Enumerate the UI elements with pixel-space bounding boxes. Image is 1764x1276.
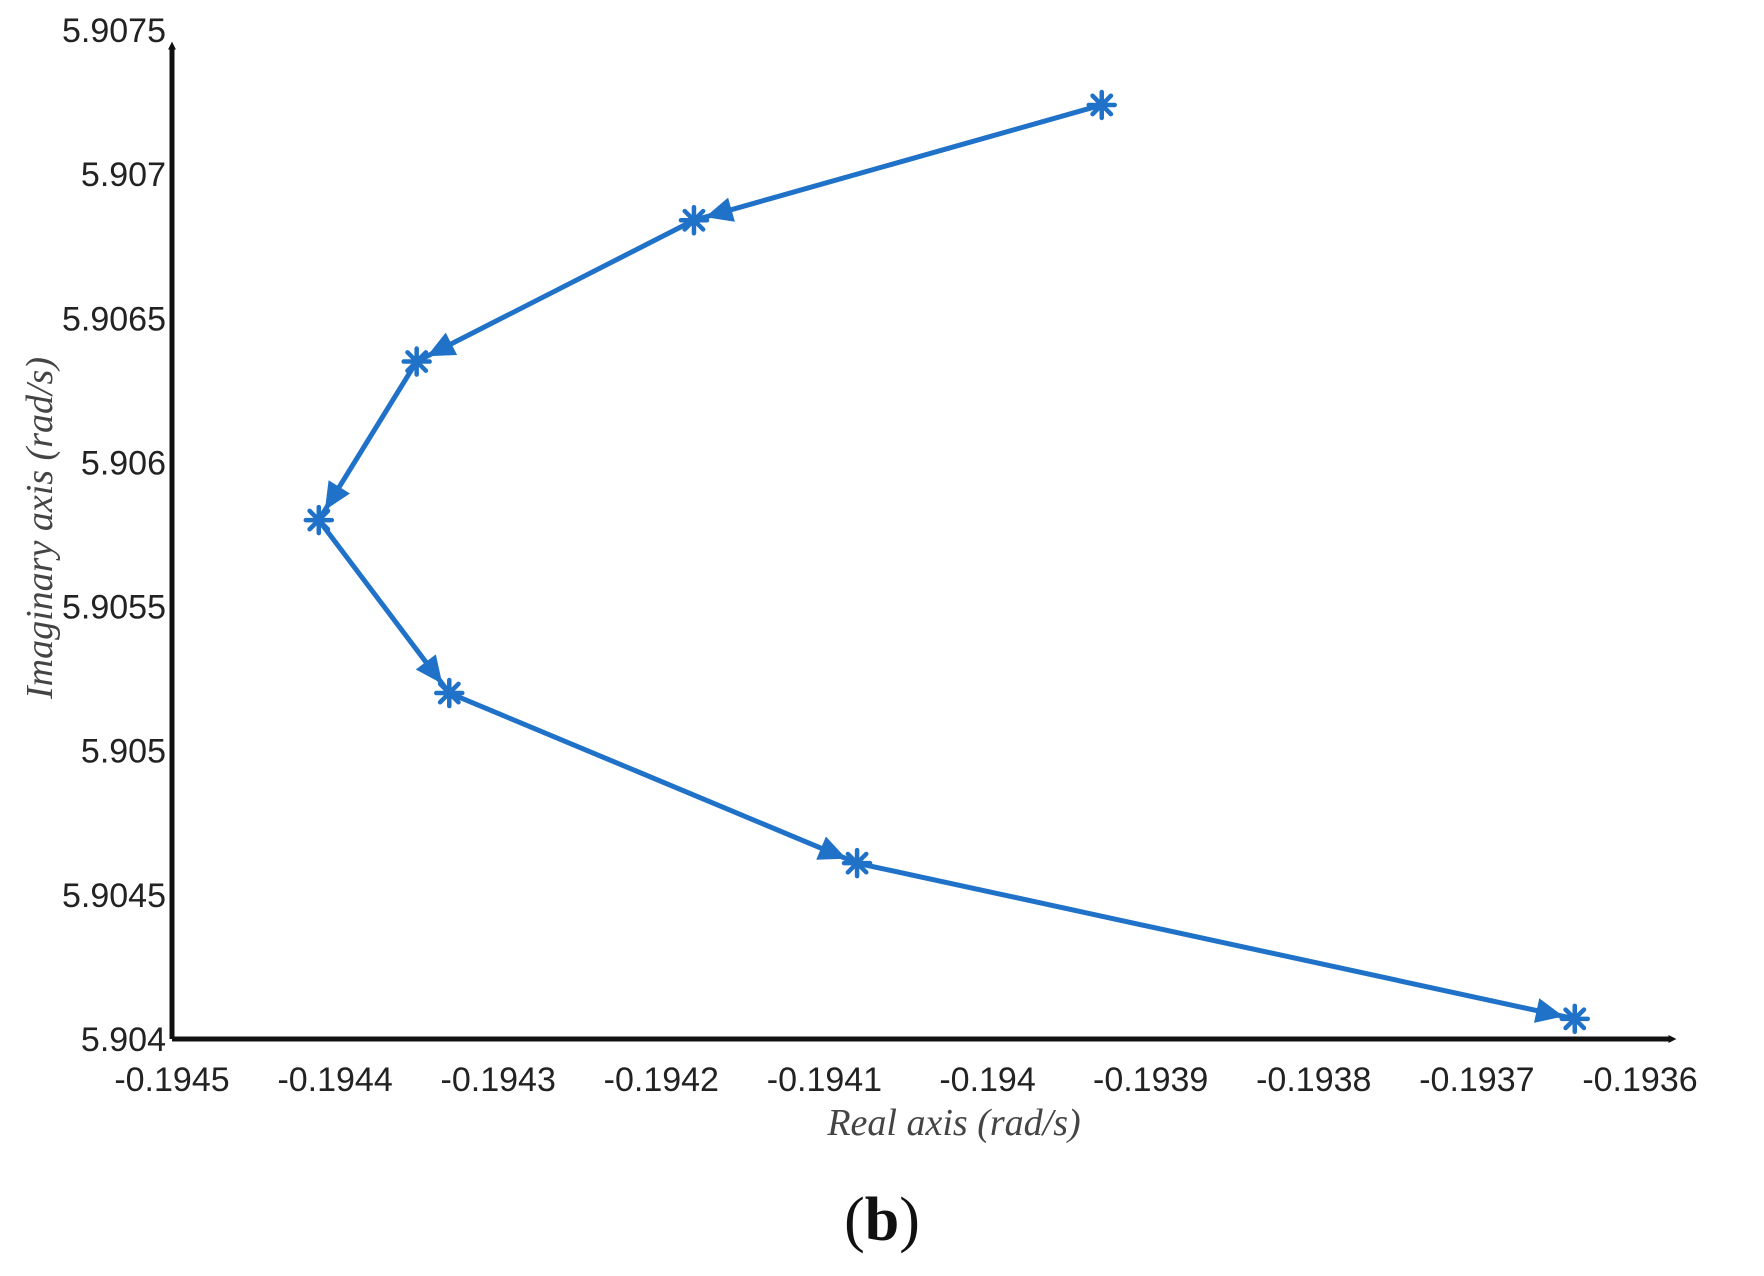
- series-arrow-head: [1533, 998, 1564, 1023]
- series-arrow-head: [705, 197, 735, 222]
- x-tick-label: -0.194: [939, 1061, 1035, 1099]
- x-tick-label: -0.1937: [1419, 1061, 1534, 1099]
- data-point-marker: [434, 677, 465, 709]
- series-line-segment: [446, 690, 860, 866]
- data-point-marker: [1559, 1003, 1591, 1035]
- data-point-marker: [401, 346, 432, 377]
- y-tick-label: 5.904: [81, 1021, 166, 1059]
- series-arrow-head: [427, 332, 458, 357]
- x-tick-labels: -0.1945 -0.1944 -0.1943 -0.1942 -0.1941 -0.19…: [114, 1061, 1697, 1099]
- series-arrow-head: [816, 836, 847, 860]
- x-axis-title: Real axis (rad/s): [826, 1102, 1080, 1144]
- x-tick-label: -0.1938: [1256, 1061, 1371, 1099]
- marker-stroke: [682, 208, 706, 232]
- data-point-marker: [303, 504, 335, 536]
- series-line-segment: [414, 217, 697, 365]
- y-axis-title: Imaginary axis (rad/s): [19, 357, 61, 700]
- marker-stroke: [307, 508, 331, 532]
- data-point-marker: [1086, 89, 1117, 121]
- series-layer: [303, 89, 1591, 1035]
- y-tick-label: 5.9075: [62, 12, 166, 50]
- x-tick-label: -0.1943: [441, 1061, 556, 1099]
- axes: [168, 41, 1677, 1043]
- y-tick-label: 5.905: [81, 733, 166, 771]
- series-arrow-head: [415, 654, 443, 684]
- marker-stroke: [1563, 1007, 1587, 1031]
- y-tick-label: 5.9065: [62, 300, 166, 338]
- x-tick-label: -0.1939: [1093, 1061, 1208, 1099]
- y-tick-labels: 5.904 5.9045 5.905 5.9055 5.906 5.9065 5.907 5.…: [62, 12, 166, 1059]
- x-tick-label: -0.1942: [604, 1061, 719, 1099]
- y-tick-label: 5.907: [81, 156, 166, 194]
- data-point-marker: [678, 205, 710, 236]
- marker-stroke: [845, 851, 869, 875]
- panel-label: (b): [844, 1186, 920, 1254]
- data-point-marker: [841, 847, 873, 879]
- x-tick-label: -0.1936: [1582, 1061, 1697, 1099]
- series-arrow-head: [324, 480, 350, 511]
- x-tick-label: -0.1945: [114, 1061, 229, 1099]
- marker-stroke: [405, 350, 429, 373]
- marker-stroke: [437, 681, 461, 705]
- series-line-segment: [691, 102, 1105, 223]
- x-tick-label: -0.1944: [277, 1061, 392, 1099]
- y-tick-label: 5.9055: [62, 589, 166, 627]
- y-tick-label: 5.9045: [62, 877, 166, 915]
- x-tick-label: -0.1941: [767, 1061, 882, 1099]
- series-line-segment: [854, 860, 1578, 1022]
- marker-stroke: [1090, 93, 1114, 117]
- y-tick-label: 5.906: [81, 444, 166, 482]
